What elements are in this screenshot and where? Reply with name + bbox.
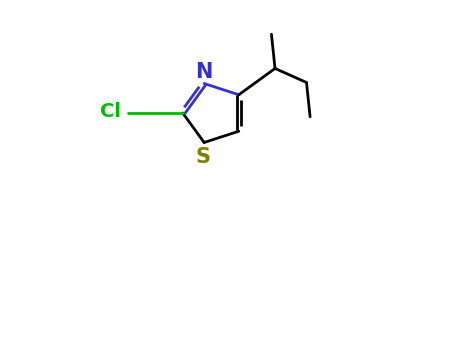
Text: N: N xyxy=(196,62,213,82)
Text: S: S xyxy=(196,147,211,167)
Text: Cl: Cl xyxy=(101,103,121,121)
